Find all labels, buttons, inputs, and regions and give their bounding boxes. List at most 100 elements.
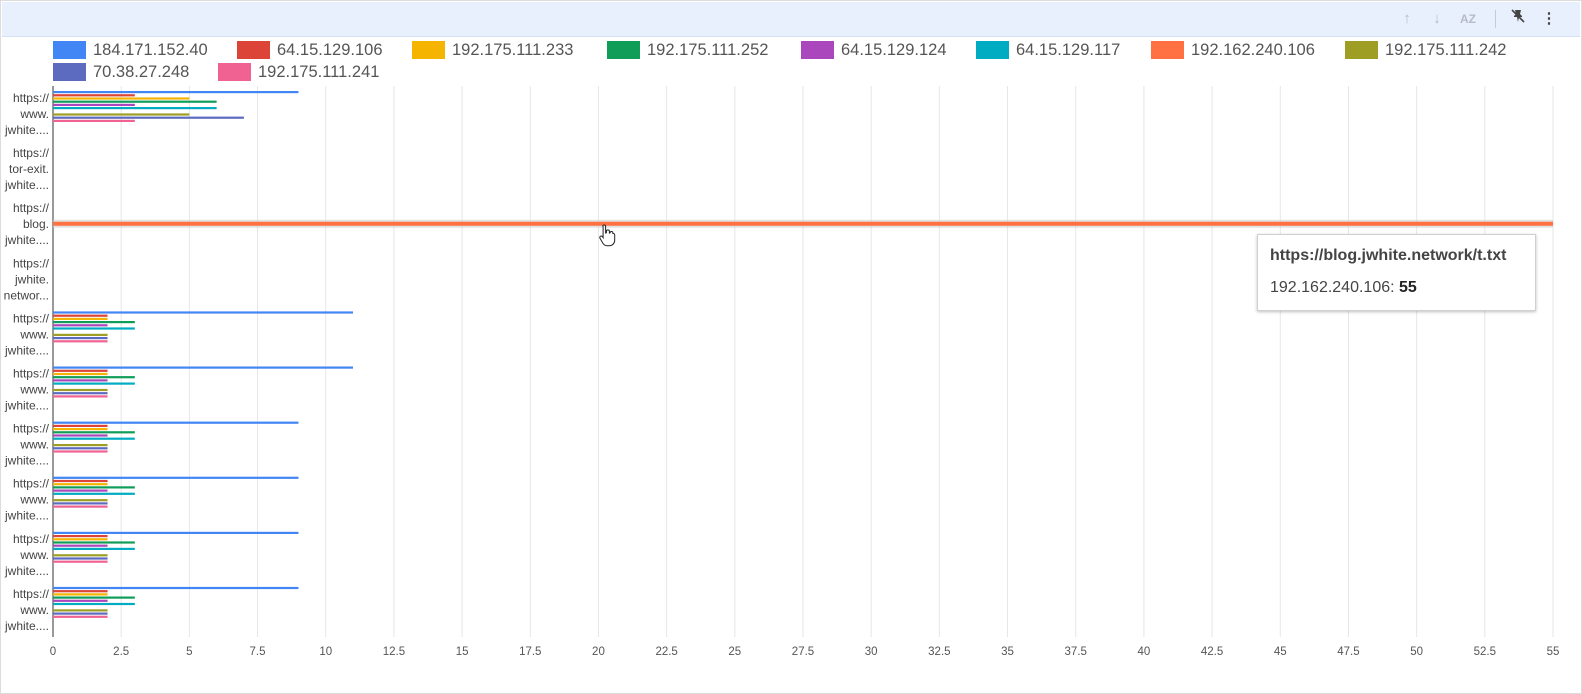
bar <box>53 100 217 103</box>
pin-off-icon[interactable] <box>1507 8 1529 30</box>
bar <box>53 392 108 395</box>
y-tick-label: jwhite.... <box>4 454 49 468</box>
y-tick-label: www. <box>19 327 49 341</box>
bar <box>53 450 108 453</box>
y-tick-label: tor-exit. <box>9 162 49 176</box>
bar <box>53 531 299 534</box>
x-tick-label: 50 <box>1410 646 1423 658</box>
bar <box>53 324 108 327</box>
bar <box>53 94 135 97</box>
bar <box>53 317 108 320</box>
bar <box>53 395 108 398</box>
bar <box>53 333 108 336</box>
legend-label: 70.38.27.248 <box>93 63 190 81</box>
y-tick-label: https:// <box>13 422 50 436</box>
legend-label: 192.162.240.106 <box>1191 41 1315 59</box>
bar <box>53 541 135 544</box>
legend-label: 192.175.111.241 <box>258 63 380 81</box>
bar <box>53 372 108 376</box>
legend-label: 64.15.129.117 <box>1016 41 1121 59</box>
bar <box>53 434 108 437</box>
bar <box>53 311 353 314</box>
x-tick-label: 5 <box>186 646 192 658</box>
x-tick-label: 2.5 <box>113 646 129 658</box>
chart-toolbar: ↑ ↓ AZ ⋮ <box>2 2 1580 37</box>
x-tick-label: 27.5 <box>792 646 814 658</box>
bar <box>53 424 108 427</box>
more-vert-icon[interactable]: ⋮ <box>1541 10 1557 27</box>
y-tick-label: https:// <box>13 367 50 381</box>
y-tick-label: www. <box>19 548 49 562</box>
arrow-up-icon[interactable]: ↑ <box>1403 10 1411 27</box>
bar <box>53 609 108 612</box>
legend-swatch <box>1151 41 1184 59</box>
tooltip-title: https://blog.jwhite.network/t.txt <box>1270 247 1507 264</box>
y-tick-label: www. <box>19 107 49 121</box>
bar <box>53 476 299 479</box>
bar <box>53 502 108 505</box>
x-tick-label: 25 <box>728 646 741 658</box>
legend-swatch <box>976 41 1009 59</box>
bar <box>53 119 135 122</box>
y-tick-label: jwhite. <box>14 272 49 286</box>
y-tick-label: www. <box>19 383 49 397</box>
sort-az-icon[interactable]: AZ <box>1460 12 1476 26</box>
x-tick-label: 40 <box>1138 646 1151 658</box>
y-tick-label: jwhite.... <box>4 178 49 192</box>
x-tick-label: 42.5 <box>1201 646 1223 658</box>
bar <box>53 447 108 450</box>
x-tick-label: 30 <box>865 646 878 658</box>
bar <box>53 499 108 502</box>
x-tick-label: 17.5 <box>519 646 541 658</box>
bar <box>53 615 108 618</box>
x-tick-label: 20 <box>592 646 605 658</box>
legend-swatch <box>53 63 86 81</box>
bar <box>53 113 190 116</box>
bar <box>53 560 108 563</box>
arrow-down-icon[interactable]: ↓ <box>1433 10 1441 27</box>
legend-label: 184.171.152.40 <box>93 41 208 59</box>
y-tick-label: https:// <box>13 256 50 270</box>
bar <box>53 431 135 434</box>
y-tick-label: blog. <box>23 217 49 231</box>
x-tick-label: 37.5 <box>1065 646 1087 658</box>
bar <box>53 421 299 424</box>
y-tick-label: jwhite.... <box>4 233 49 247</box>
y-tick-label: jwhite.... <box>4 564 49 578</box>
bar <box>53 428 108 431</box>
bar <box>53 369 108 372</box>
x-tick-label: 15 <box>456 646 469 658</box>
x-tick-label: 45 <box>1274 646 1287 658</box>
tooltip-series-label: 192.162.240.106: <box>1270 279 1400 296</box>
bar <box>53 479 108 483</box>
bar <box>53 554 108 557</box>
legend-swatch <box>53 41 86 59</box>
bar <box>53 590 108 593</box>
legend-swatch <box>218 63 251 81</box>
bar <box>53 340 108 343</box>
hand-cursor-icon <box>598 223 616 252</box>
y-tick-label: https:// <box>13 201 50 215</box>
bar <box>53 544 108 547</box>
bar <box>53 505 108 508</box>
bar <box>53 103 135 106</box>
x-tick-label: 0 <box>50 646 56 658</box>
bar <box>53 486 135 489</box>
y-tick-label: www. <box>19 603 49 617</box>
bar <box>53 602 135 606</box>
bar <box>53 437 135 440</box>
tooltip-value: 55 <box>1399 279 1417 296</box>
bar <box>53 314 108 317</box>
bar <box>53 376 135 379</box>
x-tick-label: 32.5 <box>928 646 950 658</box>
legend-label: 192.175.111.233 <box>452 41 574 59</box>
bar <box>53 366 353 369</box>
legend-swatch <box>237 41 270 59</box>
y-tick-label: https:// <box>13 311 50 325</box>
bar <box>53 593 108 596</box>
y-tick-label: www. <box>19 493 49 507</box>
x-tick-label: 22.5 <box>655 646 677 658</box>
legend-swatch <box>412 41 445 59</box>
